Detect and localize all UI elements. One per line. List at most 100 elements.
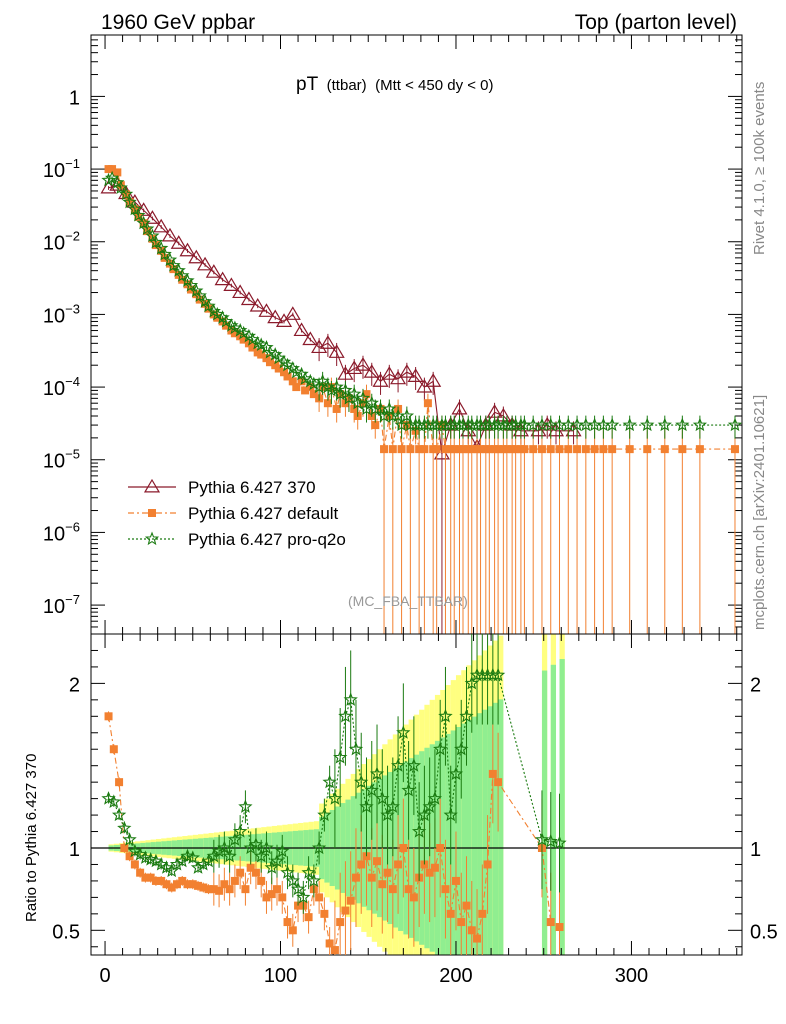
ratio-point [280, 865, 295, 879]
ratio-point [217, 840, 232, 855]
ratio-point [411, 824, 427, 838]
main-point [315, 373, 330, 388]
ratio-ytick-label: 1 [69, 839, 80, 861]
main-point [564, 445, 573, 454]
ratio-yaxis-ticks: 0.5 0.5 1 1 2 2 [52, 649, 778, 948]
plot-title-sub1: (ttbar) [327, 77, 367, 94]
ratio-point [483, 860, 492, 869]
ratio-point [438, 708, 453, 723]
main-point [643, 445, 652, 454]
main-point [423, 399, 432, 408]
ratio-point [290, 881, 306, 896]
main-point [274, 364, 283, 373]
main-point [201, 298, 216, 313]
main-point [148, 234, 164, 249]
ratio-point [257, 876, 266, 885]
plot-title-main: pT [296, 74, 319, 95]
main-point [451, 400, 468, 415]
main-point [215, 310, 230, 324]
main-point [385, 408, 400, 423]
ratio-point [148, 853, 164, 868]
main-point [311, 339, 328, 354]
ratio-point [230, 876, 239, 885]
main-ytick-label: 10−3 [43, 301, 80, 327]
ratio-xtick-label: 300 [615, 965, 648, 987]
main-point [599, 445, 608, 454]
ratio-band-green [498, 699, 504, 955]
ratio-point [259, 840, 274, 855]
main-point [161, 227, 179, 242]
main-point [183, 280, 192, 289]
ratio-point [467, 926, 476, 935]
ratio-bands [108, 634, 565, 955]
main-point [347, 386, 362, 401]
main-point [368, 401, 383, 416]
main-ytick-base: 10 [43, 596, 65, 618]
main-point [205, 264, 222, 278]
ratio-point [141, 873, 150, 882]
legend-label: Pythia 6.427 default [188, 504, 339, 523]
main-point [292, 383, 301, 392]
main-point [332, 404, 341, 413]
ratio-point [341, 906, 350, 915]
main-point [118, 186, 134, 201]
ratio-xtick-label: 0 [99, 965, 110, 987]
main-ytick-label: 10−1 [43, 156, 80, 182]
ratio-point [199, 883, 208, 892]
main-point [381, 366, 398, 380]
main-point [372, 373, 389, 387]
ratio-point [462, 901, 471, 910]
ratio-point [357, 860, 366, 869]
ratio-point [188, 880, 197, 889]
main-point [355, 390, 371, 405]
main-point [406, 445, 415, 454]
main-point [678, 445, 687, 454]
legend-marker [143, 478, 161, 493]
ratio-point [436, 844, 445, 852]
main-point [113, 168, 122, 177]
ratio-point [264, 860, 279, 874]
ratio-band-green [482, 709, 488, 955]
main-panel: 10−710−610−510−410−310−210−11 (MC_FBA_TT… [43, 34, 743, 635]
ratio-point [111, 807, 127, 822]
main-point [604, 417, 620, 432]
ratio-series-star [101, 634, 567, 914]
ratio-point [162, 880, 171, 889]
ratio-point [325, 939, 334, 948]
ratio-point [120, 844, 129, 852]
ratio-point [169, 856, 185, 871]
ratio-point [106, 794, 121, 809]
main-point [573, 445, 582, 454]
main-point [382, 401, 397, 415]
main-point [230, 329, 239, 338]
ratio-point [194, 881, 203, 890]
main-point [537, 445, 546, 454]
ratio-point [178, 876, 187, 885]
ratio-point [546, 918, 555, 927]
main-point [144, 210, 161, 224]
ratio-point [422, 799, 437, 813]
main-point [122, 194, 137, 209]
ratio-point [209, 885, 218, 894]
ratio-point [409, 893, 418, 902]
main-point [555, 445, 564, 454]
main-point [174, 270, 183, 279]
ratio-point [425, 868, 434, 877]
main-point [232, 284, 249, 299]
ratio-point [406, 758, 422, 772]
main-series-star [101, 170, 743, 439]
main-point [283, 372, 292, 381]
main-yaxis-ticks [91, 34, 742, 635]
ratio-point [315, 893, 324, 902]
main-ytick-exp: −5 [65, 447, 80, 462]
main-point [309, 390, 318, 399]
main-point [520, 445, 529, 454]
main-point [192, 288, 207, 302]
legend: Pythia 6.427 370 Pythia 6.427 default Pyth… [128, 478, 346, 549]
main-point [268, 347, 283, 361]
main-point [175, 268, 190, 282]
main-point [258, 303, 275, 317]
main-point [213, 313, 222, 322]
ratio-point [288, 926, 297, 935]
main-point [319, 335, 336, 349]
